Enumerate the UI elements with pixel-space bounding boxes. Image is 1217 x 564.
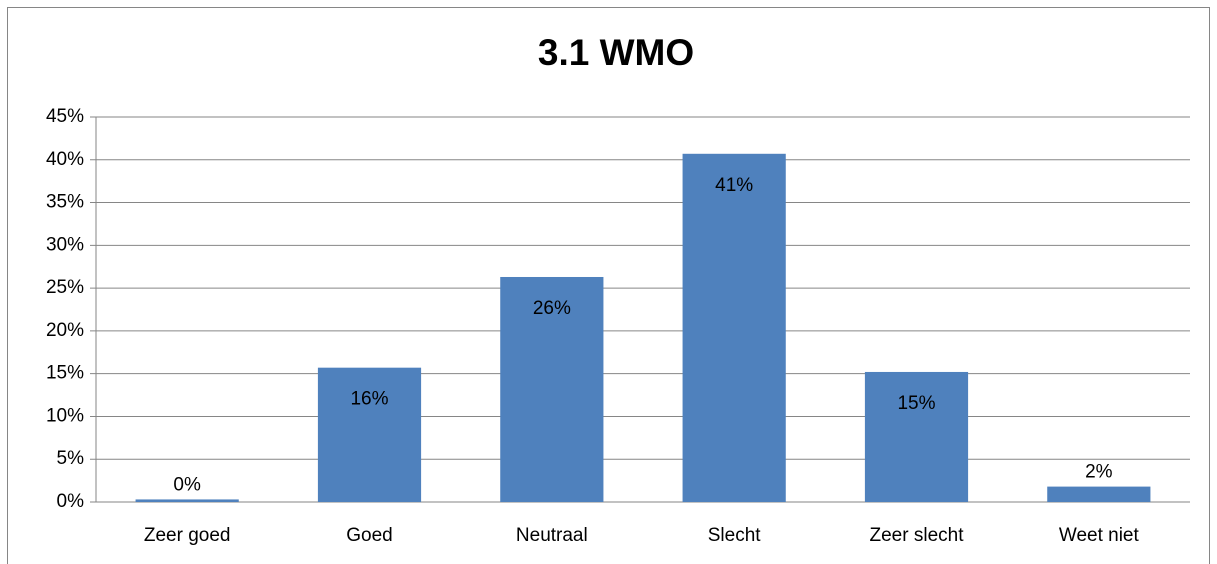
x-tick-label: Weet niet bbox=[1059, 525, 1140, 546]
bar bbox=[864, 371, 969, 502]
y-tick-label: 15% bbox=[46, 363, 84, 384]
y-tick-label: 5% bbox=[57, 448, 85, 469]
bar bbox=[135, 499, 239, 502]
y-tick-label: 25% bbox=[46, 277, 84, 298]
data-label: 15% bbox=[897, 393, 935, 414]
bar bbox=[500, 276, 604, 502]
bar bbox=[317, 367, 422, 502]
chart-title: 3.1 WMO bbox=[538, 32, 694, 73]
y-tick-label: 35% bbox=[46, 192, 84, 213]
x-tick-label: Neutraal bbox=[516, 525, 588, 546]
bar bbox=[1047, 486, 1151, 502]
bar bbox=[682, 153, 786, 503]
chart-frame bbox=[7, 7, 1210, 564]
y-tick-label: 45% bbox=[46, 106, 84, 127]
data-label: 16% bbox=[350, 389, 388, 410]
x-tick-label: Zeer goed bbox=[144, 525, 231, 546]
x-tick-label: Slecht bbox=[708, 525, 762, 546]
data-label: 2% bbox=[1085, 462, 1113, 483]
data-label: 41% bbox=[715, 175, 753, 196]
y-tick-label: 20% bbox=[46, 320, 84, 341]
y-tick-label: 10% bbox=[46, 405, 84, 426]
x-tick-label: Zeer slecht bbox=[870, 525, 965, 546]
data-label: 26% bbox=[533, 298, 571, 319]
y-tick-label: 0% bbox=[57, 491, 85, 512]
y-tick-label: 30% bbox=[46, 234, 84, 255]
data-label: 0% bbox=[173, 474, 201, 495]
y-tick-label: 40% bbox=[46, 149, 84, 170]
x-tick-label: Goed bbox=[346, 525, 392, 546]
